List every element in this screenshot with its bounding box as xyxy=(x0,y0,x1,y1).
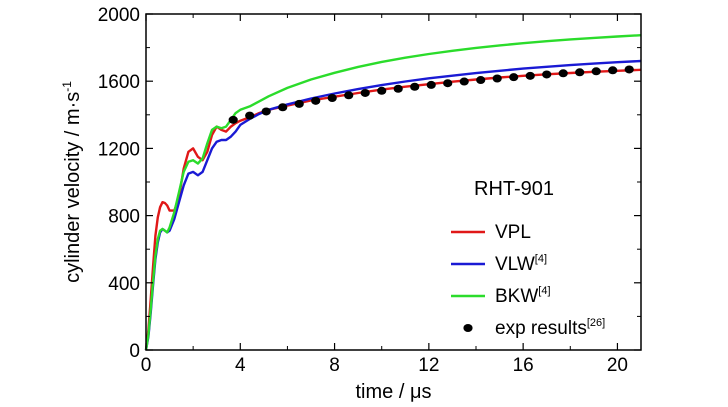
data-point-exp-results xyxy=(542,70,552,79)
legend-label-bkw: BKW[4] xyxy=(495,285,551,307)
y-axis-label-exponent: -1 xyxy=(60,81,74,92)
x-tick-label: 16 xyxy=(513,355,534,376)
y-axis-label: cylinder velocity / m·s-1 xyxy=(60,81,84,283)
data-point-exp-results xyxy=(624,65,634,74)
y-tick-label: 1200 xyxy=(98,139,140,160)
x-tick-label: 8 xyxy=(329,355,340,376)
data-point-exp-results xyxy=(575,68,585,77)
data-point-exp-results xyxy=(459,77,469,86)
data-point-exp-results xyxy=(311,96,321,105)
data-point-exp-results xyxy=(476,76,486,85)
data-point-exp-results xyxy=(525,71,535,80)
y-axis-label-main: cylinder velocity / m·s xyxy=(62,92,84,283)
x-tick-label: 12 xyxy=(418,355,439,376)
data-point-exp-results xyxy=(344,91,354,100)
legend-title: RHT-901 xyxy=(474,178,554,200)
data-point-exp-results xyxy=(261,107,271,116)
data-point-exp-results xyxy=(377,86,387,95)
x-axis-label: time / μs xyxy=(356,381,432,403)
data-point-exp-results xyxy=(228,115,238,124)
y-tick-label: 0 xyxy=(129,341,140,362)
data-point-exp-results xyxy=(591,67,601,76)
x-tick-label: 0 xyxy=(141,355,152,376)
series-layer xyxy=(144,34,642,351)
data-point-exp-results xyxy=(492,74,502,83)
data-point-exp-results xyxy=(327,94,337,102)
y-tick-label: 2000 xyxy=(98,5,140,26)
series-line-bkw xyxy=(144,34,642,351)
data-point-exp-results xyxy=(509,73,519,82)
legend-label-vpl: VPL xyxy=(495,222,531,243)
legend-label-exp-results: exp results[26] xyxy=(495,317,605,339)
data-point-exp-results xyxy=(393,84,403,93)
y-tick-label: 800 xyxy=(108,207,140,228)
x-tick-label: 4 xyxy=(235,355,246,376)
data-point-exp-results xyxy=(608,66,618,75)
x-tick-label: 20 xyxy=(607,355,628,376)
data-point-exp-results xyxy=(294,99,304,108)
legend: RHT-901 VPL VLW[4] BKW[4] exp results[26] xyxy=(451,178,605,339)
legend-label-vlw: VLW[4] xyxy=(495,253,547,275)
axis-ticks: 0 4 8 12 16 20 0 400 800 1200 1600 2000 xyxy=(98,5,641,376)
data-point-exp-results xyxy=(360,88,370,97)
data-point-exp-results xyxy=(278,103,288,112)
y-tick-label: 400 xyxy=(108,274,140,295)
data-point-exp-results xyxy=(410,82,420,91)
data-point-exp-results xyxy=(558,69,568,78)
y-tick-label: 1600 xyxy=(98,72,140,93)
data-point-exp-results xyxy=(443,79,453,88)
legend-swatch-exp-results xyxy=(463,324,473,332)
data-point-exp-results xyxy=(245,111,255,120)
data-point-exp-results xyxy=(426,80,436,89)
